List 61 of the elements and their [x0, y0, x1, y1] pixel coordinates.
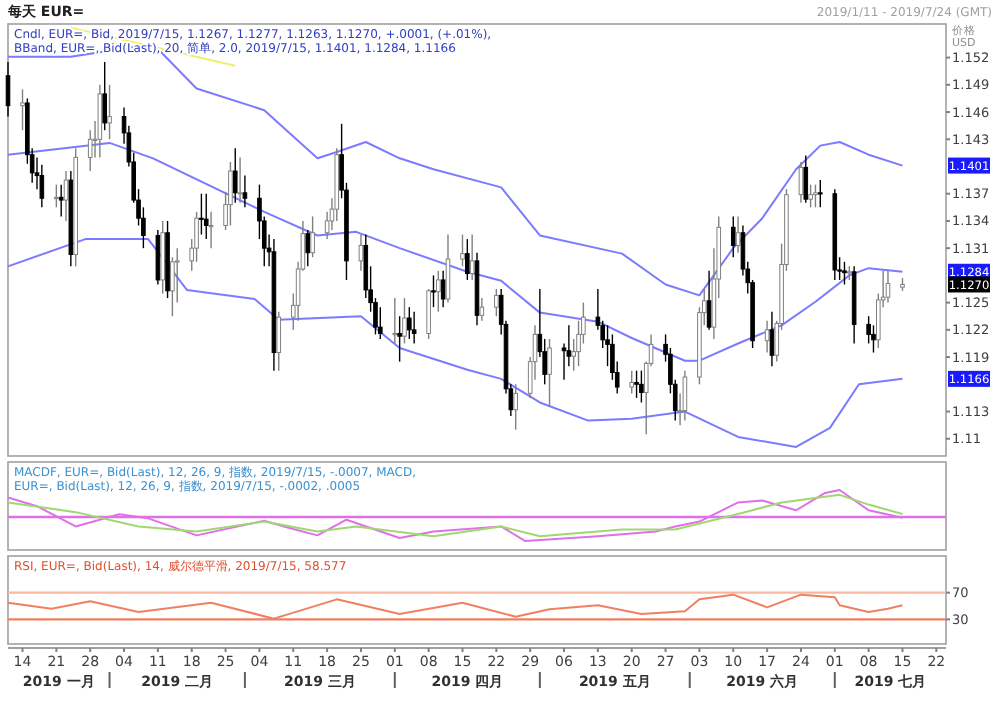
candlestick — [358, 233, 364, 272]
candlestick — [20, 88, 25, 131]
candlestick — [469, 233, 475, 281]
candlestick — [465, 238, 470, 281]
candlestick — [392, 297, 398, 345]
candlestick — [97, 84, 103, 159]
candlestick — [63, 170, 69, 222]
candlestick — [407, 306, 412, 340]
candlestick — [170, 256, 175, 317]
candlestick — [194, 211, 199, 263]
candlestick — [107, 84, 112, 140]
candlestick — [426, 288, 431, 340]
candlestick — [639, 369, 644, 404]
candlestick — [87, 129, 93, 172]
candlestick — [813, 183, 818, 209]
candlestick — [629, 369, 635, 395]
candlestick — [682, 369, 688, 422]
candlestick — [494, 288, 499, 317]
candlestick — [735, 215, 741, 254]
candlestick — [411, 311, 417, 345]
candlestick — [232, 147, 238, 204]
candlestick — [730, 215, 736, 258]
candlestick — [885, 270, 891, 304]
candlestick — [460, 233, 465, 268]
candlestick — [378, 306, 383, 340]
line-series — [7, 141, 904, 362]
candlestick — [397, 315, 402, 363]
candlestick — [208, 211, 214, 249]
candlestick — [402, 297, 407, 345]
candlestick — [479, 297, 485, 322]
candlestick — [305, 229, 311, 268]
line-series — [7, 238, 904, 448]
candlestick — [237, 156, 243, 204]
candlestick — [866, 315, 871, 345]
candlestick — [276, 311, 282, 372]
candlestick — [310, 215, 315, 258]
candlestick — [842, 261, 847, 286]
candlestick — [155, 229, 161, 286]
candlestick — [769, 311, 775, 367]
candlestick — [431, 274, 436, 308]
candlestick — [871, 324, 876, 354]
candlestick — [445, 233, 451, 304]
candlestick — [102, 61, 107, 131]
candlestick — [160, 220, 166, 295]
candlestick — [817, 179, 823, 209]
candlestick — [634, 369, 639, 399]
candlestick — [242, 174, 248, 209]
candlestick — [203, 193, 209, 240]
candlestick — [513, 383, 518, 431]
candlestick — [39, 163, 45, 209]
candlestick — [547, 338, 552, 408]
candlestick — [706, 270, 712, 331]
candlestick — [228, 161, 233, 227]
candlestick — [58, 183, 64, 218]
candlestick — [803, 154, 809, 204]
candlestick — [808, 183, 813, 209]
candlestick — [54, 183, 59, 209]
candlestick — [440, 270, 446, 308]
candlestick — [199, 193, 204, 236]
candlestick — [798, 161, 804, 204]
candlestick — [436, 270, 441, 313]
